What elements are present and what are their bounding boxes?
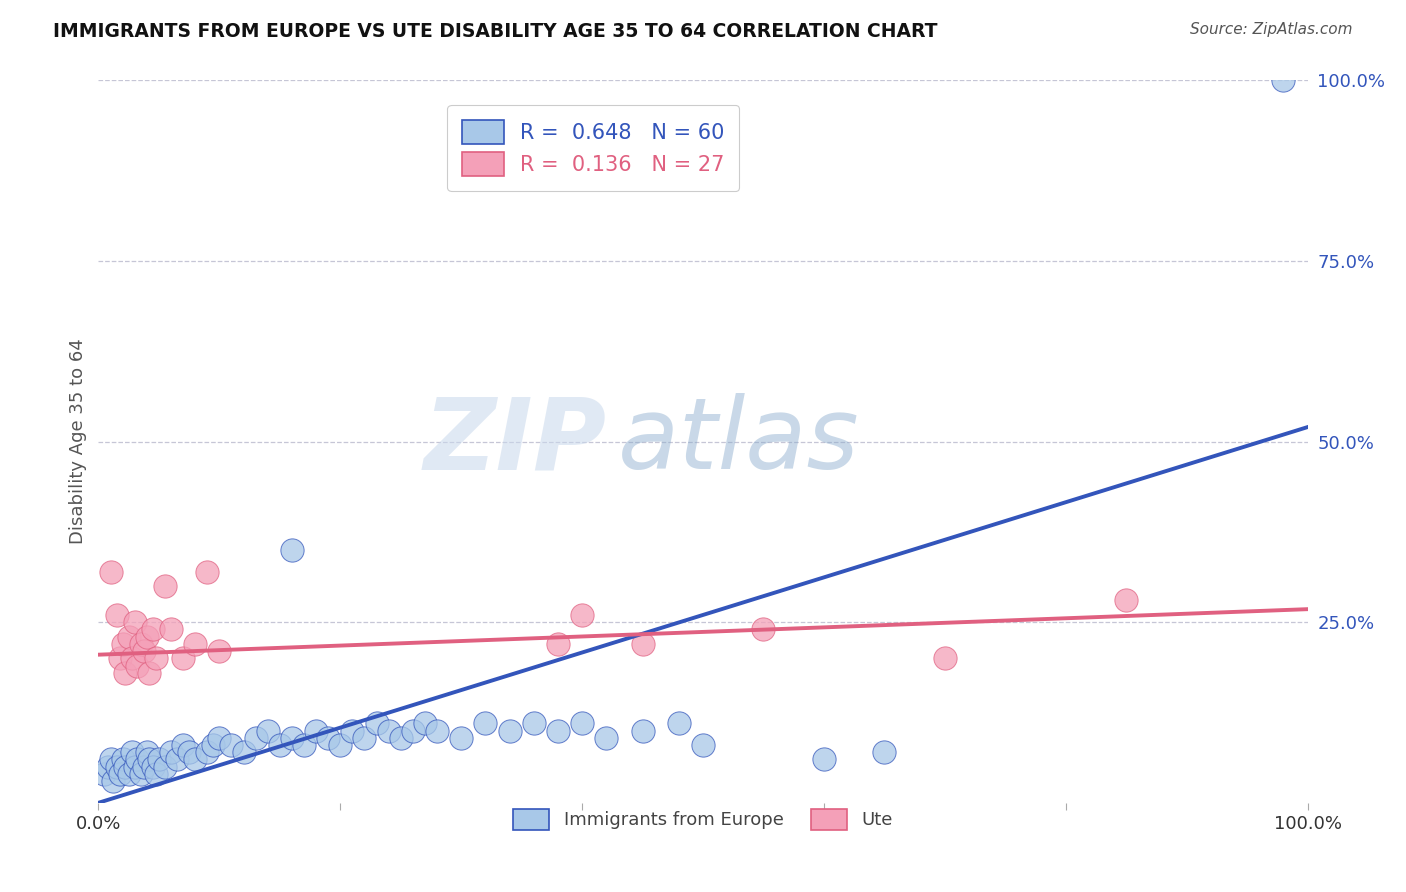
Point [1115, 593, 1137, 607]
Point [281, 731, 304, 745]
Point [127, 752, 149, 766]
Point [1272, 73, 1295, 87]
Point [129, 637, 152, 651]
Point [692, 738, 714, 752]
Point [138, 665, 160, 680]
Point [101, 774, 124, 789]
Point [208, 644, 231, 658]
Point [100, 752, 122, 766]
Point [118, 630, 141, 644]
Point [342, 723, 364, 738]
Point [813, 752, 835, 766]
Point [595, 731, 617, 745]
Point [195, 745, 218, 759]
Point [135, 630, 157, 644]
Point [121, 651, 143, 665]
Point [450, 731, 472, 745]
Point [202, 738, 225, 752]
Point [134, 644, 156, 658]
Point [934, 651, 956, 665]
Point [184, 752, 207, 766]
Point [145, 651, 167, 665]
Point [138, 752, 160, 766]
Point [245, 731, 267, 745]
Point [179, 745, 201, 759]
Point [269, 738, 291, 752]
Point [121, 745, 143, 759]
Point [208, 731, 231, 745]
Point [105, 607, 128, 622]
Point [329, 738, 352, 752]
Point [353, 731, 375, 745]
Point [292, 738, 315, 752]
Point [547, 637, 569, 651]
Point [145, 767, 167, 781]
Point [316, 731, 339, 745]
Point [172, 738, 194, 752]
Point [114, 665, 136, 680]
Point [153, 579, 176, 593]
Point [124, 760, 146, 774]
Point [100, 565, 122, 579]
Point [124, 615, 146, 630]
Y-axis label: Disability Age 35 to 64: Disability Age 35 to 64 [69, 339, 87, 544]
Point [166, 752, 188, 766]
Point [256, 723, 278, 738]
Point [160, 745, 183, 759]
Text: atlas: atlas [619, 393, 860, 490]
Point [142, 623, 165, 637]
Point [111, 752, 134, 766]
Point [221, 738, 243, 752]
Point [305, 723, 328, 738]
Point [389, 731, 412, 745]
Point [105, 760, 128, 774]
Point [571, 607, 593, 622]
Point [135, 745, 157, 759]
Point [474, 716, 496, 731]
Point [111, 637, 134, 651]
Point [631, 723, 654, 738]
Point [547, 723, 569, 738]
Point [366, 716, 388, 731]
Point [377, 723, 399, 738]
Point [127, 658, 149, 673]
Point [97, 760, 120, 774]
Point [134, 760, 156, 774]
Point [281, 542, 304, 557]
Point [118, 767, 141, 781]
Point [426, 723, 449, 738]
Point [631, 637, 654, 651]
Point [108, 651, 131, 665]
Point [523, 716, 546, 731]
Point [160, 623, 183, 637]
Point [232, 745, 254, 759]
Point [148, 752, 170, 766]
Point [93, 767, 115, 781]
Point [108, 767, 131, 781]
Point [402, 723, 425, 738]
Point [195, 565, 218, 579]
Point [184, 637, 207, 651]
Point [172, 651, 194, 665]
Point [752, 623, 775, 637]
Point [114, 760, 136, 774]
Point [129, 767, 152, 781]
Point [498, 723, 520, 738]
Point [153, 760, 176, 774]
Point [571, 716, 593, 731]
Point [873, 745, 896, 759]
Point [142, 760, 165, 774]
Point [413, 716, 436, 731]
Point [668, 716, 690, 731]
Text: Source: ZipAtlas.com: Source: ZipAtlas.com [1189, 22, 1353, 37]
Legend: Immigrants from Europe, Ute: Immigrants from Europe, Ute [499, 795, 907, 845]
Text: IMMIGRANTS FROM EUROPE VS UTE DISABILITY AGE 35 TO 64 CORRELATION CHART: IMMIGRANTS FROM EUROPE VS UTE DISABILITY… [53, 22, 938, 41]
Text: ZIP: ZIP [423, 393, 606, 490]
